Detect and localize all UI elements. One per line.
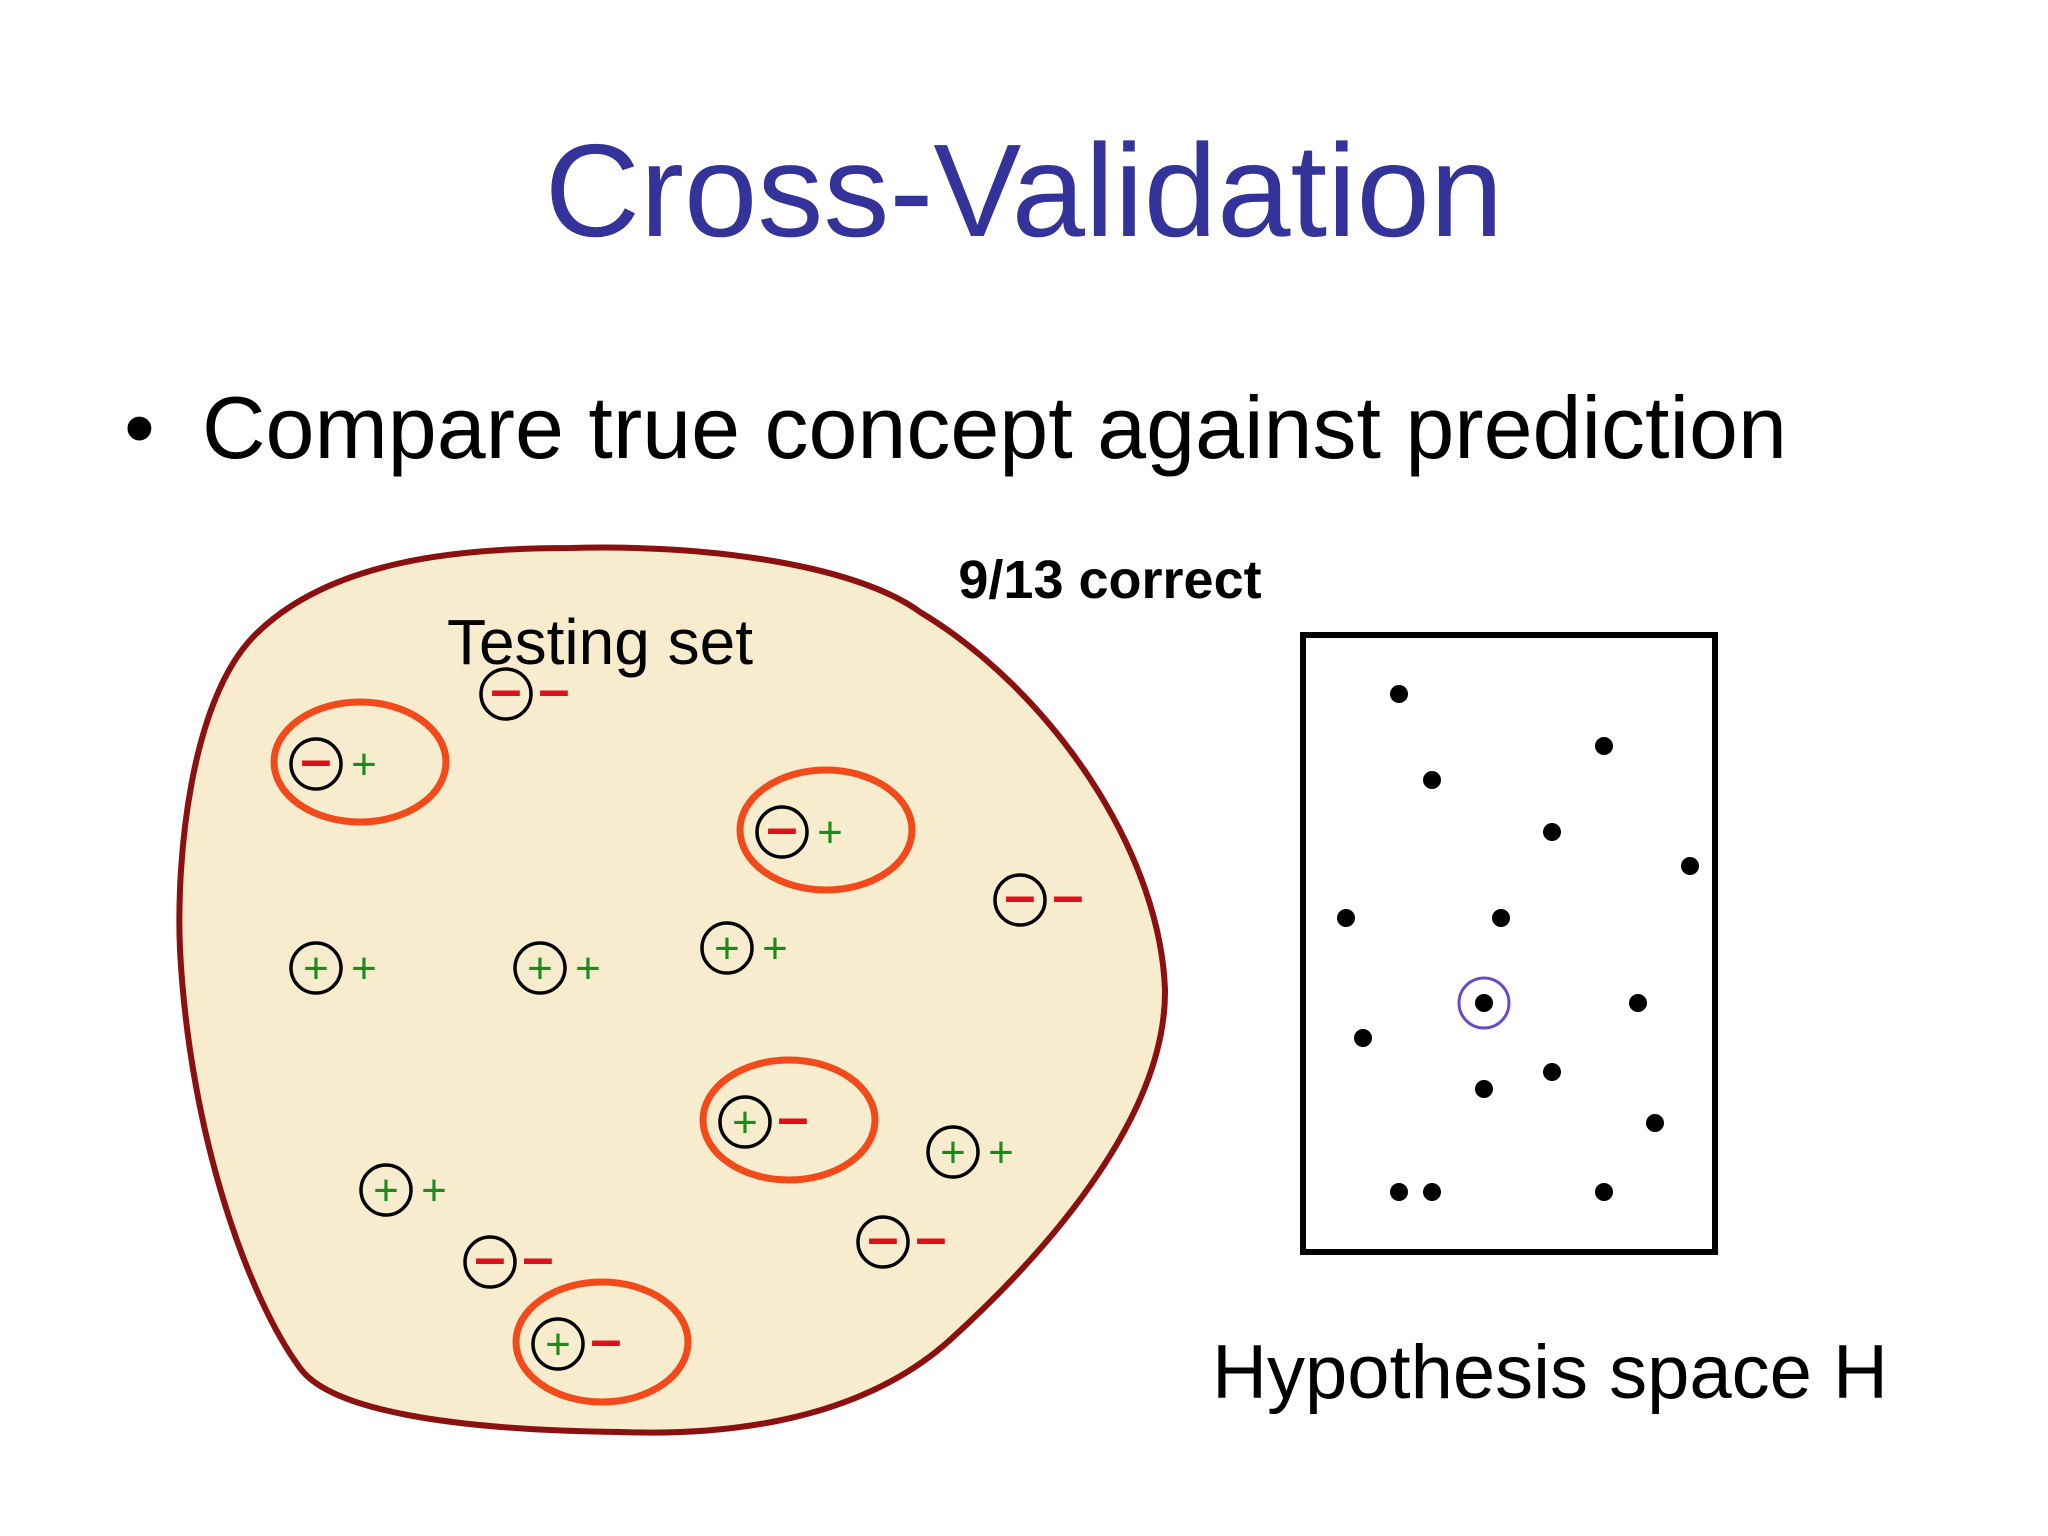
predicted-label: – — [474, 1225, 505, 1288]
test-example: + + — [289, 941, 377, 995]
hypothesis-points — [1337, 685, 1699, 1201]
hypothesis-space-box — [1300, 632, 1718, 1255]
score-label: 9/13 correct — [958, 550, 1261, 610]
predicted-label: + — [940, 1128, 966, 1177]
test-example: + + — [926, 1125, 1014, 1179]
hypothesis-point — [1595, 737, 1613, 755]
predicted-label: + — [527, 944, 553, 993]
hypothesis-point — [1543, 1063, 1561, 1081]
true-label: – — [522, 1225, 553, 1288]
prediction-circle — [993, 873, 1047, 927]
test-examples: – –– +– +– –+ + + + + ++ –+ ++ +– –– –+ – — [270, 657, 1084, 1406]
predicted-label: – — [766, 795, 797, 858]
test-example: + – — [699, 1056, 879, 1184]
prediction-circle — [700, 921, 754, 975]
hypothesis-point — [1354, 1029, 1372, 1047]
test-example: + + — [700, 921, 788, 975]
selected-hypothesis-ring — [1457, 976, 1511, 1030]
prediction-circle — [463, 1235, 517, 1289]
testing-set-label: Testing set — [447, 606, 753, 678]
true-label: – — [777, 1085, 808, 1148]
predicted-label: – — [1004, 863, 1035, 926]
hypothesis-point — [1492, 909, 1510, 927]
true-label: + — [817, 808, 843, 857]
test-example: + + — [513, 941, 601, 995]
misclassified-ring — [512, 1278, 692, 1406]
hypothesis-point — [1390, 685, 1408, 703]
true-label: + — [988, 1128, 1014, 1177]
predicted-label: + — [714, 924, 740, 973]
predicted-label: – — [867, 1205, 898, 1268]
hypothesis-space-label: Hypothesis space H — [1212, 1330, 1888, 1415]
bullet-item: • Compare true concept against prediction — [124, 384, 1787, 472]
predicted-label: – — [300, 727, 331, 790]
hypothesis-point — [1475, 1080, 1493, 1098]
predicted-label: – — [490, 657, 521, 720]
hypothesis-point — [1423, 1183, 1441, 1201]
prediction-circle — [513, 941, 567, 995]
true-label: + — [351, 740, 377, 789]
true-label: + — [575, 944, 601, 993]
test-example: + – — [512, 1278, 692, 1406]
test-example: – – — [856, 1205, 947, 1269]
true-label: – — [538, 657, 569, 720]
prediction-circle — [289, 737, 343, 791]
predicted-label: + — [545, 1320, 571, 1369]
prediction-circle — [359, 1163, 413, 1217]
prediction-circle — [479, 667, 533, 721]
misclassified-ring — [699, 1056, 879, 1184]
hypothesis-point — [1543, 823, 1561, 841]
test-example: – + — [736, 766, 916, 894]
prediction-circle — [289, 941, 343, 995]
bullet-text: Compare true concept against prediction — [202, 378, 1787, 477]
true-label: – — [1052, 863, 1083, 926]
hypothesis-point — [1646, 1114, 1664, 1132]
misclassified-ring — [736, 766, 916, 894]
test-example: – – — [993, 863, 1084, 927]
hypothesis-point — [1423, 771, 1441, 789]
predicted-label: + — [373, 1166, 399, 1215]
hypothesis-point — [1681, 857, 1699, 875]
test-example: – – — [463, 1225, 554, 1289]
slide-title: Cross-Validation — [544, 117, 1504, 264]
predicted-label: + — [732, 1098, 758, 1147]
test-example: – – — [479, 657, 570, 721]
prediction-circle — [926, 1125, 980, 1179]
hypothesis-point — [1629, 994, 1647, 1012]
testing-set-region — [176, 544, 1169, 1436]
hypothesis-point — [1390, 1183, 1408, 1201]
true-label: + — [351, 944, 377, 993]
prediction-circle — [531, 1317, 585, 1371]
prediction-circle — [755, 805, 809, 859]
prediction-circle — [856, 1215, 910, 1269]
hypothesis-point — [1337, 909, 1355, 927]
true-label: – — [590, 1307, 621, 1370]
true-label: – — [915, 1205, 946, 1268]
bullet-dot: • — [124, 378, 155, 477]
hypothesis-point — [1475, 994, 1493, 1012]
hypothesis-point — [1595, 1183, 1613, 1201]
prediction-circle — [718, 1095, 772, 1149]
test-example: + + — [359, 1163, 447, 1217]
predicted-label: + — [303, 944, 329, 993]
true-label: + — [762, 924, 788, 973]
true-label: + — [421, 1166, 447, 1215]
misclassified-ring — [270, 698, 450, 826]
test-example: – + — [270, 698, 450, 826]
